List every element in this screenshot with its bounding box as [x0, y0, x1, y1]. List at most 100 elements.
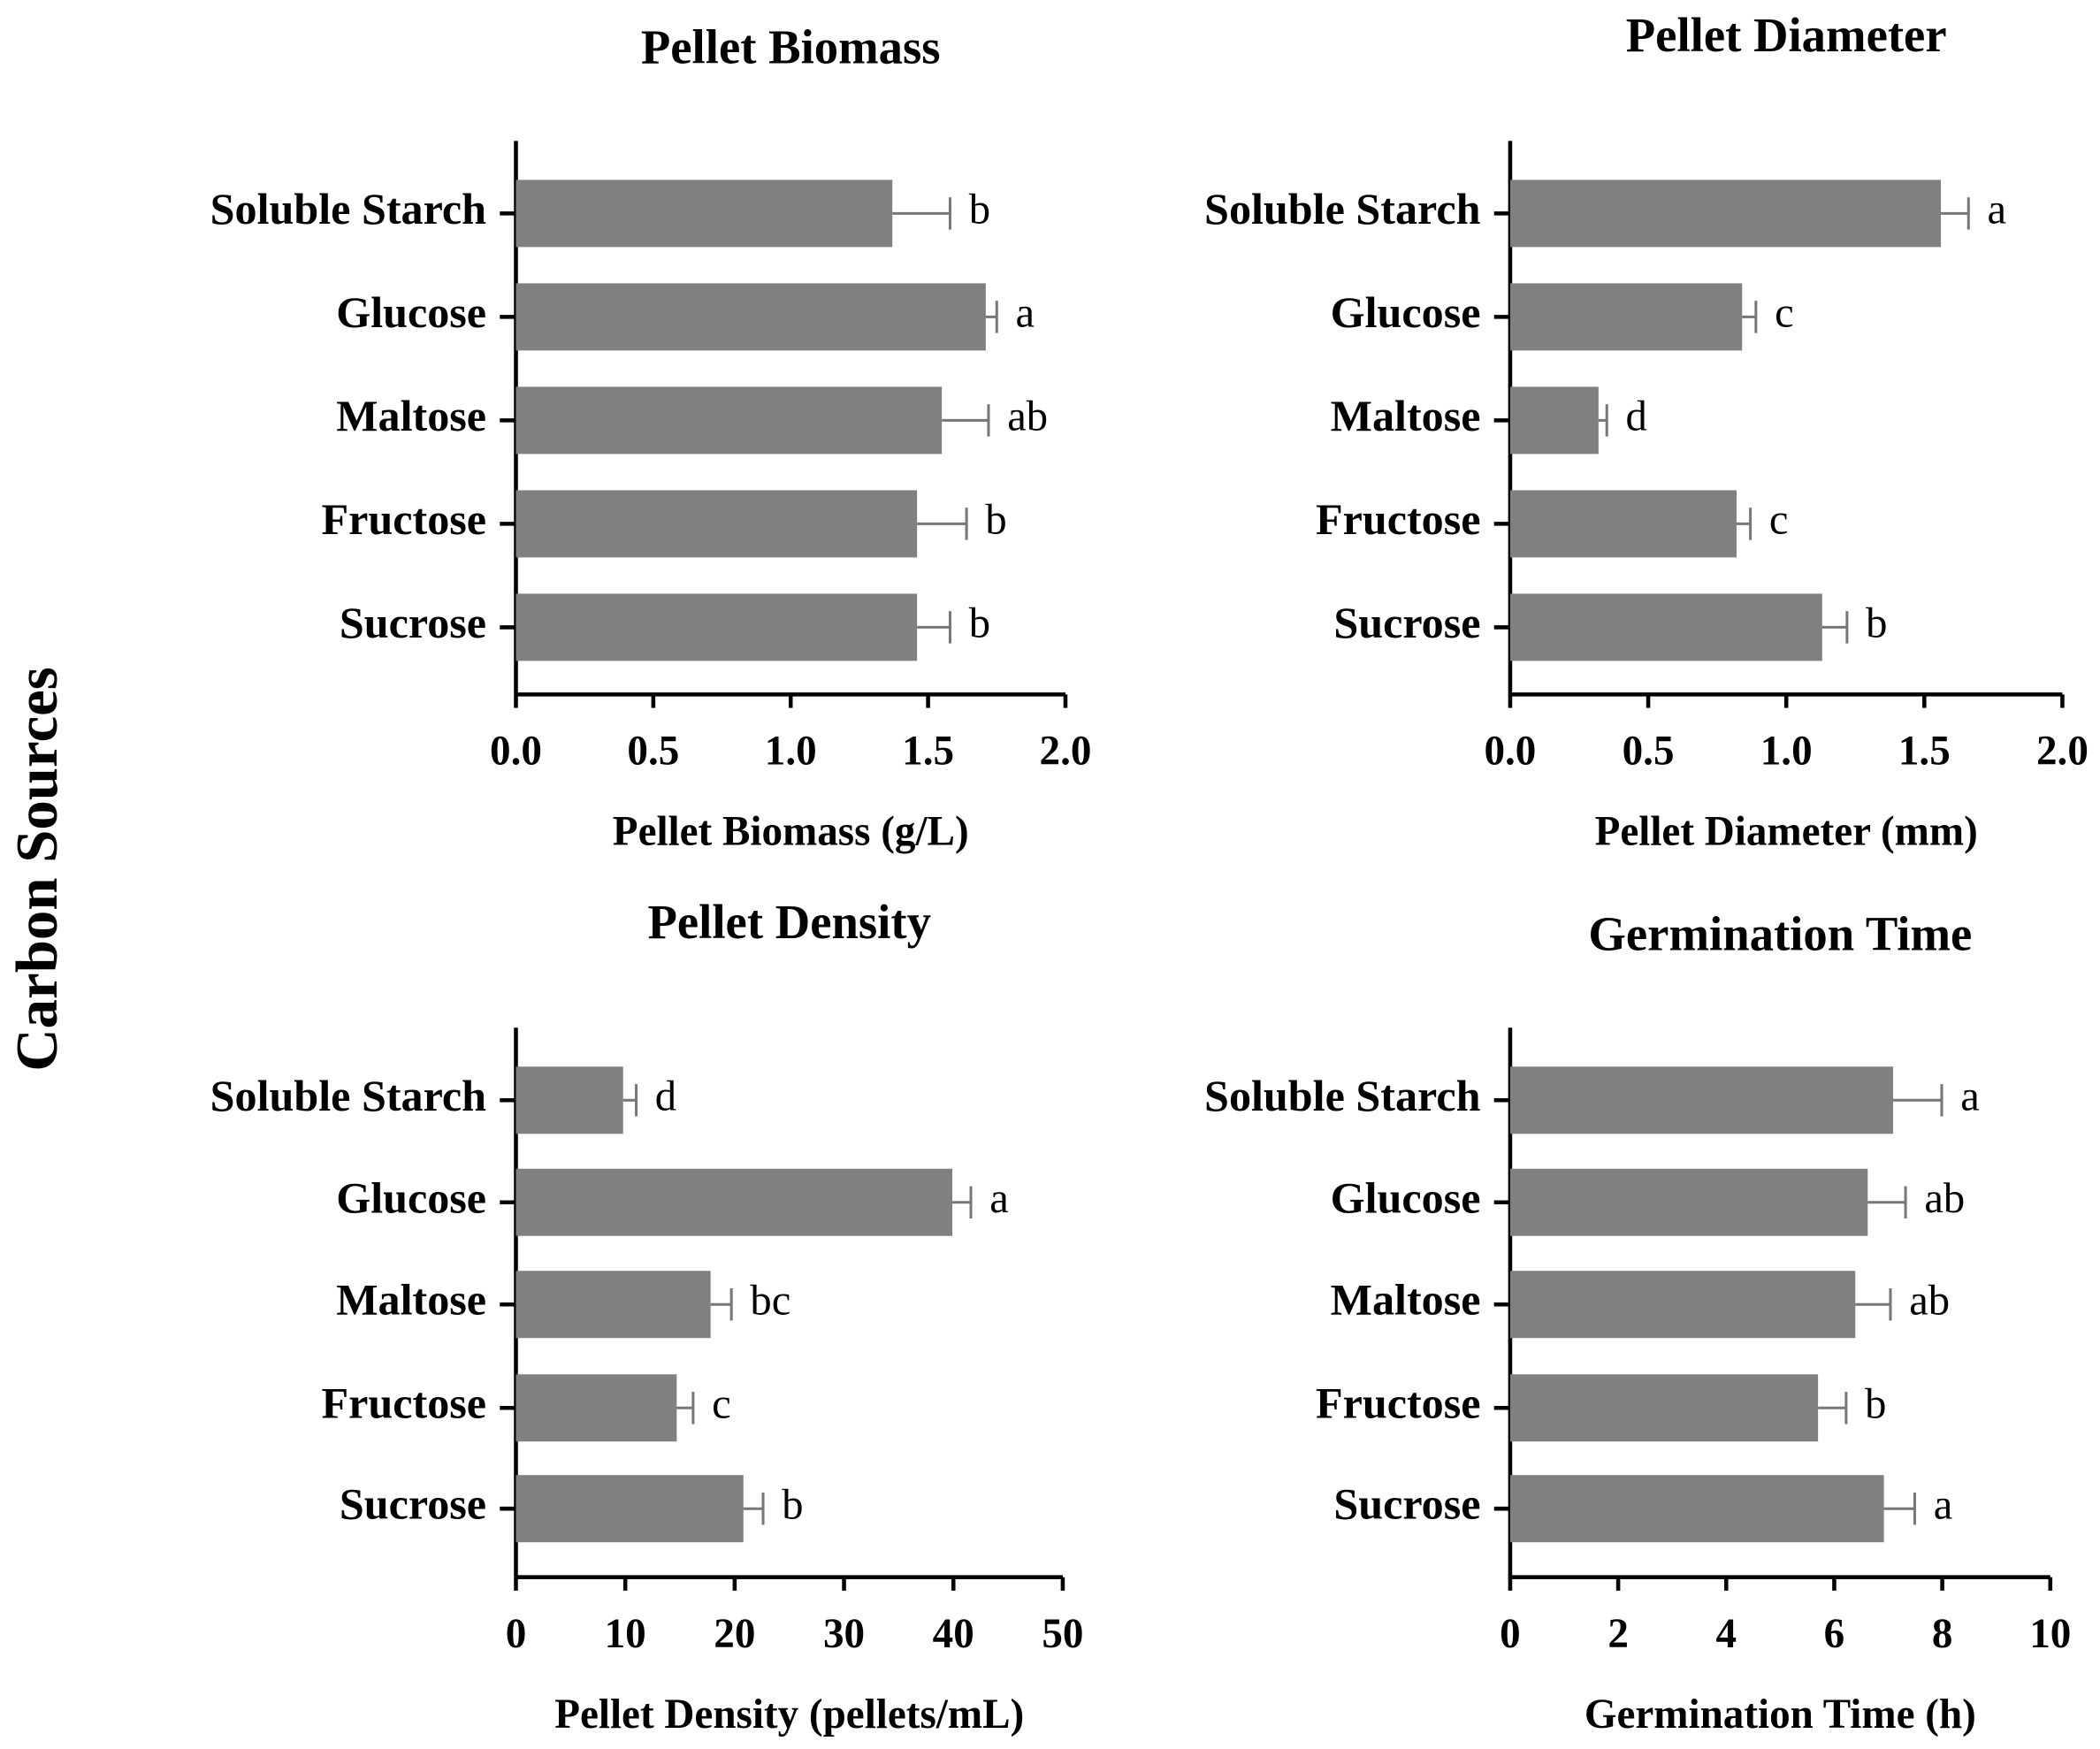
x-tick-label: 1.0 [765, 729, 817, 775]
bar [515, 1475, 744, 1543]
error-bar [1598, 404, 1608, 437]
error-bar [1821, 611, 1849, 644]
x-tick-label: 0.0 [490, 729, 542, 775]
bar [1509, 490, 1737, 558]
chart-title: Pellet Biomass [641, 20, 941, 74]
annotation: b [1866, 600, 1887, 647]
bar [1509, 1066, 1894, 1134]
y-tick-label: Glucose [1331, 1172, 1481, 1222]
annotation: b [782, 1480, 803, 1528]
y-tick-label: Maltose [336, 1275, 486, 1325]
x-tick-label: 1.5 [1898, 729, 1951, 775]
x-tick-label: 0.5 [627, 729, 679, 775]
x-axis-label: Pellet Diameter (mm) [1595, 809, 1978, 855]
y-tick-label: Maltose [1331, 1275, 1481, 1325]
annotation: c [1775, 289, 1794, 337]
annotation: c [712, 1379, 731, 1427]
x-axis-label: Pellet Density (pellets/mL) [554, 1692, 1024, 1738]
y-tick-label: Glucose [1331, 287, 1481, 337]
error-bar [1941, 197, 1970, 230]
x-tick-label: 0 [1500, 1611, 1521, 1657]
y-tick-label: Soluble Starch [1204, 184, 1481, 233]
y-tick-label: Maltose [1331, 391, 1481, 440]
bar [1509, 283, 1743, 351]
x-tick-label: 10 [2029, 1611, 2071, 1657]
annotation: c [1769, 496, 1789, 544]
bar [515, 1374, 677, 1442]
y-tick-label: Sucrose [340, 598, 486, 647]
x-tick-label: 1.5 [902, 729, 954, 775]
annotation: a [989, 1174, 1009, 1222]
x-tick-label: 8 [1932, 1611, 1953, 1657]
bar [1509, 1475, 1884, 1543]
x-tick-label: 2.0 [2036, 729, 2089, 775]
error-bar [1867, 1186, 1907, 1218]
annotation: ab [1909, 1276, 1950, 1324]
error-bar [985, 301, 998, 333]
y-tick-label: Soluble Starch [1204, 1071, 1481, 1120]
error-bar [1736, 508, 1753, 540]
x-tick-label: 4 [1715, 1611, 1737, 1657]
y-tick-label: Fructose [1316, 494, 1481, 544]
annotation: d [1625, 393, 1646, 440]
error-bar [622, 1084, 638, 1117]
y-tick-label: Fructose [322, 1379, 487, 1428]
chart-title: Pellet Diameter [1626, 8, 1947, 62]
y-tick-label: Glucose [336, 287, 486, 337]
x-tick-label: 2 [1607, 1611, 1629, 1657]
x-tick-label: 0 [506, 1611, 527, 1657]
bar [515, 490, 918, 558]
annotation: a [1934, 1480, 1953, 1528]
y-tick-label: Fructose [322, 494, 487, 544]
chart-title: Germination Time [1588, 906, 1972, 960]
annotation: a [1016, 289, 1035, 337]
bar [515, 1168, 953, 1236]
x-tick-label: 0.5 [1623, 729, 1675, 775]
bar [515, 179, 893, 248]
y-tick-label: Glucose [336, 1172, 486, 1222]
error-bar [1893, 1084, 1943, 1117]
y-tick-label: Fructose [1316, 1379, 1481, 1428]
annotation: b [969, 600, 990, 647]
y-tick-label: Sucrose [340, 1479, 486, 1529]
bar [1509, 1168, 1868, 1236]
annotation: a [1960, 1072, 1980, 1119]
annotation: bc [750, 1276, 790, 1324]
bar [515, 386, 943, 454]
y-tick-label: Soluble Starch [210, 184, 487, 233]
error-bar [710, 1288, 733, 1321]
x-tick-label: 2.0 [1040, 729, 1092, 775]
y-tick-label: Soluble Starch [210, 1071, 487, 1120]
error-bar [1818, 1392, 1848, 1424]
chart-title: Pellet Density [647, 895, 930, 949]
annotation: a [1988, 186, 2007, 233]
x-tick-label: 10 [605, 1611, 646, 1657]
bar [515, 1066, 623, 1134]
bar [1509, 1271, 1856, 1339]
error-bar [676, 1392, 695, 1424]
annotation: ab [1007, 393, 1048, 440]
error-bar [917, 611, 951, 644]
x-tick-label: 20 [714, 1611, 755, 1657]
bar [1509, 593, 1822, 661]
bar [1509, 1374, 1819, 1442]
x-tick-label: 6 [1824, 1611, 1845, 1657]
error-bar [1883, 1492, 1916, 1525]
error-bar [917, 508, 968, 540]
bar [1509, 386, 1599, 454]
error-bar [1742, 301, 1758, 333]
x-axis-label: Germination Time (h) [1585, 1692, 1976, 1738]
x-tick-label: 1.0 [1760, 729, 1813, 775]
error-bar [1855, 1288, 1892, 1321]
x-tick-label: 50 [1042, 1611, 1083, 1657]
y-tick-label: Sucrose [1333, 1479, 1480, 1529]
annotation: ab [1924, 1174, 1965, 1222]
bar [1509, 179, 1942, 248]
annotation: b [985, 496, 1006, 544]
bar [515, 1271, 711, 1339]
bar [515, 593, 918, 661]
error-bar [952, 1186, 973, 1218]
x-tick-label: 40 [933, 1611, 974, 1657]
